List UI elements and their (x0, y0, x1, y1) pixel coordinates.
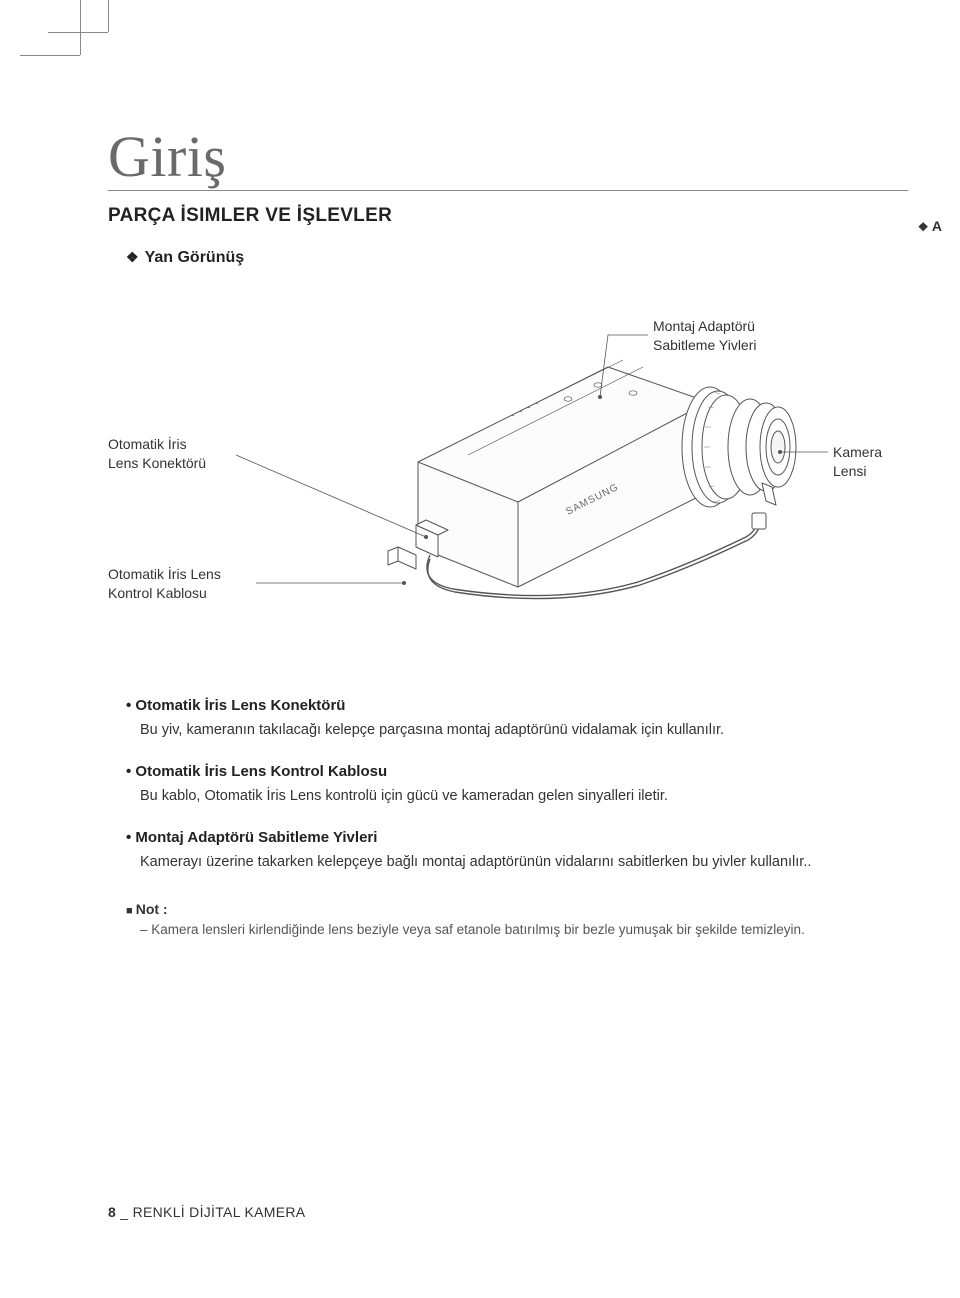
subsection-title: Yan Görünüş (126, 249, 928, 267)
desc-item: Montaj Adaptörü Sabitleme Yivleri Kamera… (126, 829, 926, 873)
desc-body: Bu kablo, Otomatik İris Lens kontrolü iç… (140, 786, 926, 807)
desc-item: Otomatik İris Lens Kontrol Kablosu Bu ka… (126, 763, 926, 807)
callout-iris-connector: Otomatik İris Lens Konektörü (108, 435, 206, 473)
description-list: Otomatik İris Lens Konektörü Bu yiv, kam… (126, 697, 926, 873)
callout-lines (108, 287, 908, 667)
page-content: Giriş PARÇA İSIMLER VE İŞLEVLER Yan Görü… (108, 128, 928, 940)
desc-heading: Montaj Adaptörü Sabitleme Yivleri (126, 829, 926, 846)
callout-iris-cable: Otomatik İris Lens Kontrol Kablosu (108, 565, 221, 603)
footer-sep: _ (120, 1204, 128, 1220)
crop-marks (0, 0, 960, 70)
page-footer: 8 _ RENKLİ DİJİTAL KAMERA (108, 1204, 305, 1220)
desc-body: Kamerayı üzerine takarken kelepçeye bağl… (140, 852, 926, 873)
callout-mount-adapter: Montaj Adaptörü Sabitleme Yivleri (653, 317, 757, 355)
footer-text: RENKLİ DİJİTAL KAMERA (133, 1204, 306, 1220)
note-label: Not : (126, 901, 926, 917)
desc-heading: Otomatik İris Lens Kontrol Kablosu (126, 763, 926, 780)
chapter-title: Giriş (108, 128, 928, 186)
desc-body: Bu yiv, kameranın takılacağı kelepçe par… (140, 720, 926, 741)
note-block: Not : Kamera lensleri kirlendiğinde lens… (126, 901, 926, 940)
section-title: PARÇA İSIMLER VE İŞLEVLER (108, 205, 928, 227)
section-divider (108, 190, 908, 191)
camera-diagram: SAMSUNG (108, 287, 908, 667)
desc-heading: Otomatik İris Lens Konektörü (126, 697, 926, 714)
callout-lens: Kamera Lensi (833, 443, 908, 481)
side-marker: A (918, 218, 942, 234)
desc-item: Otomatik İris Lens Konektörü Bu yiv, kam… (126, 697, 926, 741)
note-text: Kamera lensleri kirlendiğinde lens beziy… (140, 921, 926, 940)
page-number: 8 (108, 1204, 116, 1220)
